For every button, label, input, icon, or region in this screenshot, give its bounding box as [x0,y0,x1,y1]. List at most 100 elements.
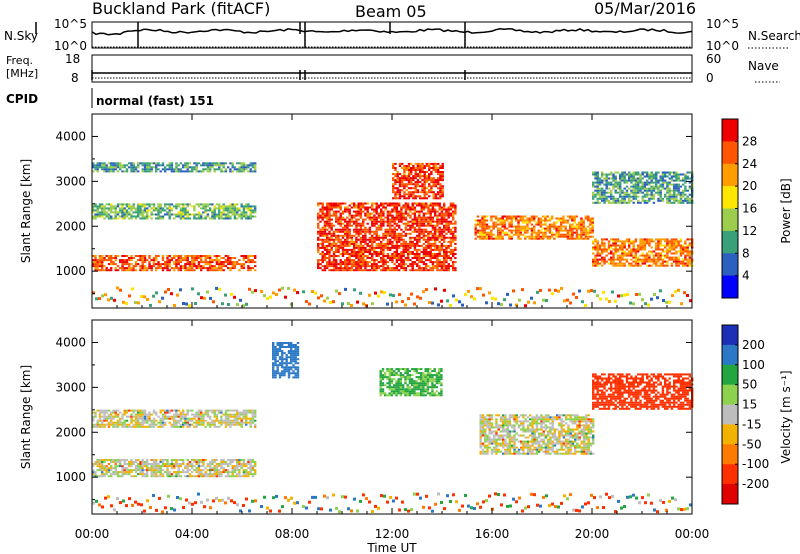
heatmap-cell [375,226,378,229]
heatmap-cell [650,195,653,198]
heatmap-cell [391,224,394,227]
heatmap-cell [375,232,378,235]
heatmap-cell [159,164,162,167]
station-title: Buckland Park (fitACF) [92,0,270,18]
cpid-label: CPID [6,92,38,106]
heatmap-cell [119,465,122,468]
heatmap-cell [357,210,360,213]
heatmap-cell [414,181,417,184]
heatmap-cell [321,244,324,247]
heatmap-cell [157,164,160,167]
heatmap-cell [166,164,169,167]
heatmap-cell [670,193,674,196]
heatmap-cell [413,230,417,233]
heatmap-cell [184,269,187,272]
heatmap-cell [402,253,405,255]
heatmap-cell [110,166,113,169]
heatmap-cell [197,265,201,268]
heatmap-cell [337,255,340,257]
heatmap-cell [603,191,606,194]
heatmap-cell [623,258,626,261]
heatmap-cell [440,220,444,223]
heatmap-cell [447,226,450,229]
heatmap-cell [596,197,599,200]
heatmap-cell [377,234,381,237]
heatmap-cell [439,177,442,180]
heatmap-cell [664,193,667,196]
heatmap-cell [94,215,97,218]
heatmap-cell [569,231,572,234]
heatmap-cell [625,193,629,196]
heatmap-cell [634,183,638,186]
scatter-point [680,302,683,306]
heatmap-cell [121,209,124,212]
heatmap-cell [607,181,611,184]
heatmap-cell [521,215,525,218]
heatmap-cell [328,206,331,209]
heatmap-cell [571,233,574,236]
heatmap-cell [519,233,522,236]
heatmap-cell [103,269,106,272]
heatmap-cell [443,259,446,262]
heatmap-cell [434,210,437,213]
heatmap-cell [220,269,223,272]
heatmap-cell [141,475,144,478]
heatmap-cell [386,234,390,237]
heatmap-cell [168,209,171,212]
heatmap-cell [339,267,342,270]
heatmap-cell [666,201,669,204]
heatmap-cell [191,257,194,259]
heatmap-cell [391,261,394,264]
heatmap-cell [526,227,529,230]
heatmap-cell [402,244,405,247]
heatmap-cell [575,223,579,226]
heatmap-cell [652,195,656,198]
heatmap-cell [517,233,520,236]
heatmap-cell [242,209,246,212]
heatmap-cell [625,238,629,241]
heatmap-cell [341,222,345,225]
scatter-point [398,293,401,297]
heatmap-cell [114,267,117,270]
heatmap-cell [335,265,338,268]
heatmap-cell [494,223,498,226]
heatmap-cell [330,202,333,205]
heatmap-cell [637,177,640,180]
heatmap-cell [155,217,158,220]
heatmap-cell [341,226,345,229]
heatmap-cell [427,220,430,223]
heatmap-cell [434,230,437,233]
heatmap-cell [143,205,147,208]
heatmap-cell [398,173,402,176]
heatmap-cell [161,255,165,257]
heatmap-cell [392,189,395,192]
scatter-point [272,496,275,500]
heatmap-cell [141,209,144,212]
heatmap-cell [341,228,345,231]
heatmap-cell [355,228,358,231]
heatmap-cell [416,179,420,182]
heatmap-cell [110,207,113,210]
heatmap-cell [619,258,622,261]
scatter-point [221,498,224,502]
heatmap-cell [332,240,336,243]
heatmap-cell [422,222,426,225]
heatmap-cell [380,226,383,229]
heatmap-cell [422,216,426,219]
heatmap-cell [164,170,167,173]
heatmap-cell [377,216,381,219]
heatmap-cell [535,237,538,240]
heatmap-cell [630,242,633,245]
heatmap-cell [410,187,413,190]
heatmap-cell [362,236,365,239]
heatmap-cell [355,222,358,225]
heatmap-cell [396,171,399,173]
heatmap-cell [218,215,221,218]
heatmap-cell [421,185,424,188]
heatmap-cell [402,259,405,262]
heatmap-cell [625,252,629,255]
heatmap-cell [407,224,410,227]
heatmap-cell [229,267,232,270]
heatmap-cell [121,469,124,472]
heatmap-cell [447,257,450,259]
